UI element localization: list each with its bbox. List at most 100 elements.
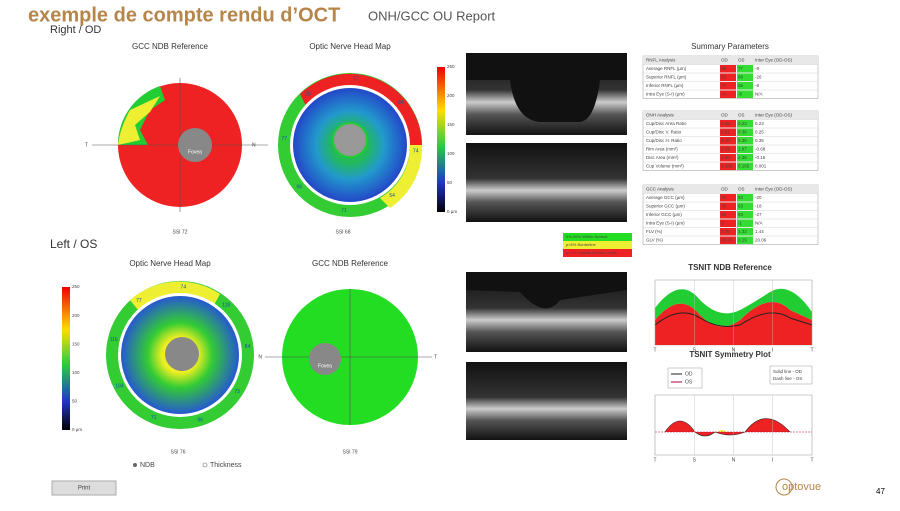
table-header-cell: OD	[721, 112, 729, 117]
table-cell: -27	[755, 212, 762, 217]
axis-label: I	[772, 347, 773, 353]
table-header-cell: OD	[721, 57, 729, 62]
table-cell: 77	[721, 83, 727, 88]
axis-label: N	[732, 347, 736, 353]
colorbar-label: 0 µm	[447, 209, 457, 214]
table-cell: 93	[738, 212, 744, 217]
table-cell: 0.35	[738, 138, 747, 143]
slide-title: exemple de compte rendu d’OCT	[28, 4, 340, 26]
print-button[interactable]	[51, 480, 117, 496]
sector-value: 71	[341, 208, 347, 214]
colorbar-label: 100	[447, 151, 455, 156]
cell-bg	[737, 194, 753, 202]
ssi: SSI 79	[342, 449, 357, 455]
table-cell: 2.36	[738, 155, 747, 160]
gcc-region	[118, 96, 160, 145]
table-header-cell: Inter Eye (OD-OS)	[755, 112, 793, 117]
table-cell: 0.70	[721, 138, 730, 143]
sector-value: 77	[282, 136, 288, 142]
ssi: SSI 72	[172, 229, 187, 235]
table-cell: 0.23	[755, 121, 764, 126]
table-cell: Rim Area (mm²)	[646, 146, 678, 151]
table-cell: 1.19	[721, 146, 730, 151]
colorbar-label: 100	[72, 370, 80, 375]
colorbar-label: 200	[72, 313, 80, 318]
cell-bg	[720, 228, 736, 236]
table-cell: Inferior GCC (µm)	[646, 212, 682, 217]
panel-title: GCC NDB Reference	[312, 259, 389, 268]
table-cell: Superior GCC (µm)	[646, 203, 685, 208]
left-label: Left / OS	[50, 237, 97, 251]
table-cell: -8	[755, 83, 759, 88]
cell-bg	[737, 73, 753, 81]
table-cell: Superior RNFL (µm)	[646, 74, 687, 79]
print-label[interactable]: Print	[78, 486, 91, 492]
thickness-option[interactable]: Thickness	[210, 462, 242, 469]
sector-value: 57	[353, 77, 359, 83]
difference-area	[718, 430, 726, 432]
axis-label: T	[810, 347, 813, 353]
cell-bg	[720, 137, 736, 145]
logo: optovue	[782, 481, 821, 493]
table-cell: 0.25	[755, 129, 764, 134]
legend-label: OS	[685, 379, 693, 385]
sector-value: 74	[181, 284, 187, 290]
table-cell: 75	[721, 203, 727, 208]
cell-bg	[720, 145, 736, 153]
fovea	[178, 128, 212, 162]
legend-label: Solid line - OD	[773, 369, 803, 374]
oct-layer	[466, 53, 627, 122]
ssi: SSI 76	[170, 449, 185, 455]
colorbar-label: 250	[447, 64, 455, 69]
sector-value: 96	[197, 417, 203, 423]
axis-label: T	[653, 457, 656, 463]
axis-label: N	[732, 457, 736, 463]
table-header	[643, 111, 818, 120]
table-cell: 62	[721, 74, 727, 79]
cell-bg	[737, 120, 753, 128]
table-cell: -8	[738, 91, 742, 96]
table-cell: 0.36	[738, 129, 747, 134]
table-cell: 1.32	[738, 229, 747, 234]
cell-bg	[720, 162, 736, 170]
oct-scan	[466, 362, 627, 440]
table-cell: 0.165	[738, 163, 750, 168]
report-title: ONH/GCC OU Report	[368, 8, 496, 23]
sector-value: 71	[151, 415, 157, 421]
cell-bg	[737, 90, 753, 98]
table-cell: 0.46	[721, 121, 730, 126]
axis-label: T	[434, 354, 437, 360]
radio[interactable]	[202, 462, 208, 468]
table-cell: 1.87	[738, 146, 747, 151]
sector-value: 184	[115, 383, 124, 389]
cell-bg	[737, 82, 753, 90]
onh-ring-sector	[380, 145, 423, 208]
panel-title: GCC NDB Reference	[132, 42, 209, 51]
summary-title: Summary Parameters	[691, 42, 769, 51]
table-header-cell: Inter Eye (OD-OS)	[755, 57, 793, 62]
sector-value: 77	[136, 298, 142, 304]
axis-label: T	[653, 347, 656, 353]
table-cell: 2.20	[721, 155, 730, 160]
radio[interactable]	[133, 463, 137, 467]
cell-bg	[737, 202, 753, 210]
onh-ring-sector	[130, 281, 220, 310]
table-cell: Intra Eye (S-I) (µm)	[646, 91, 685, 96]
legend-label: p<1% Outside Normal Limits	[566, 250, 617, 255]
legend-swatch	[563, 249, 632, 257]
sector-value: 96	[296, 184, 302, 190]
colorbar-label: 50	[72, 399, 78, 404]
onh-ring-sector	[300, 73, 422, 145]
legend-box	[667, 367, 703, 389]
table-cell: Cup/Disc H. Ratio	[646, 138, 682, 143]
table-cell: Intra Eye (S-I) (µm)	[646, 220, 685, 225]
table-cell: 1.44	[755, 229, 764, 234]
table-cell: 77	[738, 66, 744, 71]
table-header-cell: OS	[738, 186, 745, 191]
table-cell: N/A	[755, 220, 763, 225]
table-header-cell: OS	[738, 112, 745, 117]
ndb-option[interactable]: NDB	[140, 462, 155, 469]
table-cell: Average RNFL (µm)	[646, 66, 687, 71]
fovea	[309, 343, 341, 375]
